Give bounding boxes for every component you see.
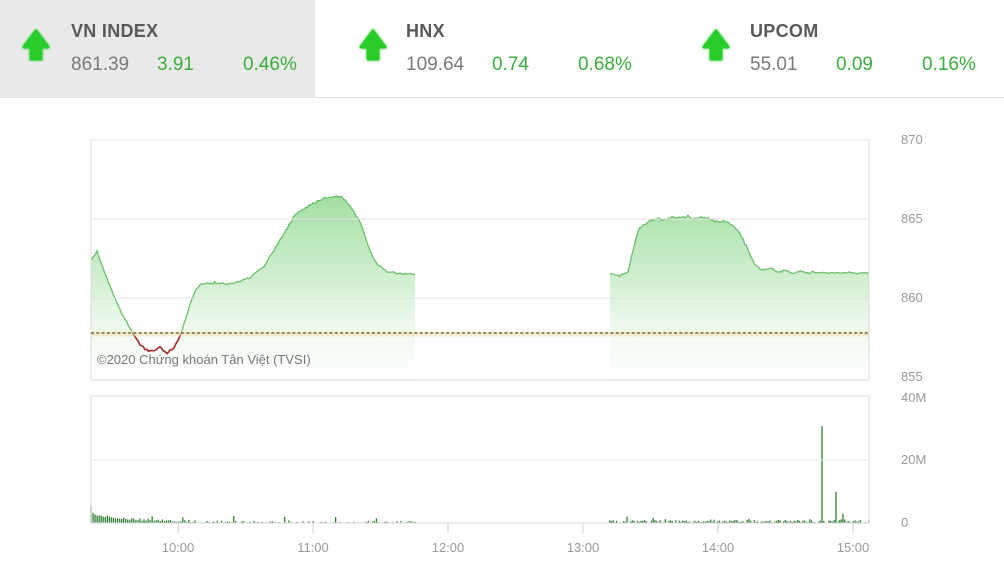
svg-text:11:00: 11:00 <box>297 540 329 555</box>
svg-text:15:00: 15:00 <box>837 540 870 555</box>
svg-text:860: 860 <box>901 290 923 305</box>
svg-text:855: 855 <box>901 369 923 384</box>
svg-text:0: 0 <box>901 515 908 530</box>
svg-text:870: 870 <box>901 132 923 147</box>
svg-text:20M: 20M <box>901 452 926 467</box>
svg-text:12:00: 12:00 <box>432 540 465 555</box>
svg-text:©2020 Chứng khoán Tân Việt (TV: ©2020 Chứng khoán Tân Việt (TVSI) <box>97 352 311 367</box>
svg-text:10:00: 10:00 <box>162 540 195 555</box>
svg-text:14:00: 14:00 <box>702 540 735 555</box>
svg-text:13:00: 13:00 <box>567 540 600 555</box>
svg-text:865: 865 <box>901 211 923 226</box>
svg-text:40M: 40M <box>901 390 926 405</box>
